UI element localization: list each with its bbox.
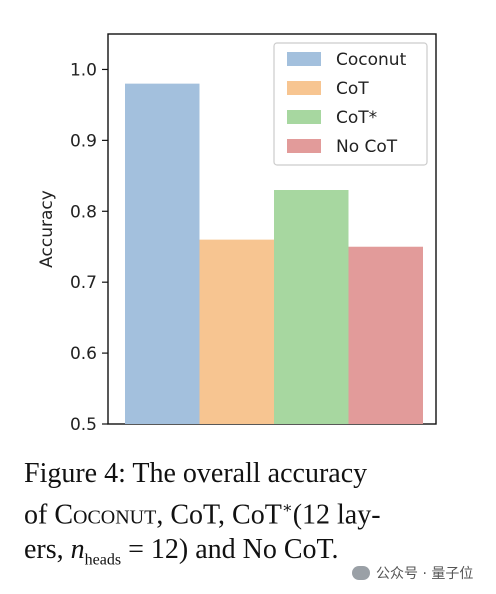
caption-rest-2: (12 lay- [292, 499, 381, 531]
y-tick-label-3: 0.8 [70, 202, 97, 222]
caption-n: n [70, 534, 85, 566]
caption-line-3: ers, nheads = 12) and No CoT. [24, 532, 484, 578]
bar-coconut [125, 83, 200, 425]
caption-fig-label: Figure 4: [24, 458, 126, 489]
legend-swatch-cot-star [287, 110, 321, 124]
legend-label-coconut: Coconut [336, 50, 407, 70]
y-tick-label-1: 0.6 [70, 344, 97, 364]
figure-caption: Figure 4: The overall accuracy of Coconu… [24, 456, 484, 578]
legend: Coconut CoT CoT* No CoT [273, 42, 428, 166]
legend-label-cot-star: CoT* [336, 108, 377, 128]
legend-frame [273, 42, 428, 166]
wechat-icon [352, 566, 370, 580]
legend-swatch-coconut [287, 52, 321, 66]
y-tick-label-2: 0.7 [70, 273, 97, 293]
legend-label-no-cot: No CoT [336, 137, 398, 157]
y-tick-label-5: 1.0 [70, 60, 97, 80]
caption-star: ∗ [281, 500, 293, 517]
caption-rest-1: , CoT, CoT [156, 499, 282, 531]
caption-of: of [24, 499, 48, 531]
caption-heads: heads [84, 551, 122, 569]
caption-line-3b: = 12) and No CoT. [128, 534, 339, 566]
caption-line-1: Figure 4: The overall accuracy [24, 456, 484, 491]
bar-cot-star [274, 190, 349, 424]
caption-text-1: The overall accuracy [132, 458, 368, 489]
y-tick-label-4: 0.9 [70, 131, 97, 151]
caption-line-2: of Coconut, CoT, CoT∗(12 lay- [24, 491, 484, 532]
watermark-text: 公众号 · 量子位 [376, 566, 474, 582]
bar-cot [199, 239, 274, 424]
caption-coconut: Coconut [54, 499, 157, 531]
legend-label-cot: CoT [336, 79, 369, 99]
y-tick-label-0: 0.5 [70, 415, 97, 435]
legend-swatch-no-cot [287, 139, 321, 153]
caption-line-3a: ers, [24, 534, 64, 566]
legend-swatch-cot [287, 81, 321, 95]
bar-no-cot [348, 246, 423, 424]
watermark: 公众号 · 量子位 [352, 563, 473, 583]
y-axis-label: Accuracy [37, 190, 57, 268]
bar-chart: 0.5 0.6 0.7 0.8 0.9 1.0 Accuracy Coconut CoT … [37, 33, 437, 435]
